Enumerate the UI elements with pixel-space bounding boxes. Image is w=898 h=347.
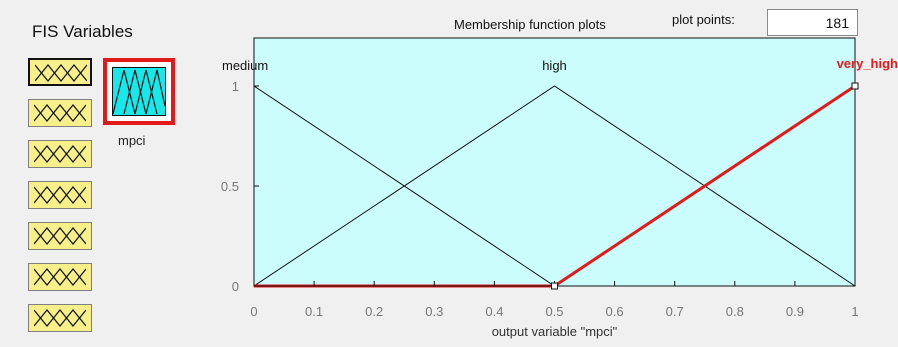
- membership-function-icon: [35, 64, 87, 82]
- membership-function-icon: [34, 186, 86, 204]
- axis-layer: 0 0.1 0.2 0.3 0.4 0.5 0.6 0.7 0.8 0.9 1 0 0.5 1 output…: [221, 37, 859, 339]
- input-variable-2-button[interactable]: [28, 99, 92, 127]
- membership-function-label-high[interactable]: high: [542, 58, 567, 73]
- input-variable-6-button[interactable]: [28, 263, 92, 291]
- y-axis-tick-label: 0.5: [221, 179, 239, 194]
- membership-function-icon: [34, 104, 86, 122]
- y-axis-tick-label: 0: [232, 279, 239, 294]
- input-variable-1-button[interactable]: [28, 58, 92, 86]
- x-axis-tick-label: 0.2: [365, 304, 383, 319]
- selected-variable-label: mpci: [118, 133, 146, 148]
- membership-functions-icon: [113, 69, 165, 115]
- membership-function-icon: [34, 145, 86, 163]
- membership-function-handle[interactable]: [551, 282, 558, 290]
- membership-function-label-medium[interactable]: medium: [222, 58, 268, 73]
- membership-function-plots-title: Membership function plots: [454, 17, 606, 32]
- membership-function-high[interactable]: [253, 85, 856, 287]
- x-axis-tick-label: 0.5: [545, 304, 563, 319]
- label-layer: medium high very_high: [222, 56, 898, 73]
- input-variable-4-button[interactable]: [28, 181, 92, 209]
- x-axis-tick-label: 0.1: [305, 304, 323, 319]
- plot-points-label: plot points:: [672, 12, 735, 27]
- input-variable-7-button[interactable]: [28, 304, 92, 332]
- x-axis-tick-label: 0.6: [606, 304, 624, 319]
- x-axis-tick-label: 0.4: [485, 304, 503, 319]
- membership-function-handle[interactable]: [851, 82, 859, 90]
- x-axis-label: output variable "mpci": [492, 324, 618, 339]
- x-axis-tick-label: 0: [250, 304, 257, 319]
- fis-variables-title: FIS Variables: [32, 22, 133, 41]
- x-axis-tick-label: 1: [851, 304, 858, 319]
- membership-function-label-very-high[interactable]: very_high: [837, 56, 898, 71]
- x-axis-tick-label: 0.3: [425, 304, 443, 319]
- membership-function-icon: [34, 227, 86, 245]
- membership-function-icon: [34, 268, 86, 286]
- output-variable-icon-container: [112, 67, 166, 116]
- plot-area: [254, 38, 855, 286]
- handle-layer: [551, 82, 859, 290]
- x-axis-tick-label: 0.7: [666, 304, 684, 319]
- plot-points-input[interactable]: [767, 9, 858, 36]
- output-variable-mpci-button[interactable]: [103, 58, 175, 125]
- membership-function-icon: [34, 309, 86, 327]
- input-variable-3-button[interactable]: [28, 140, 92, 168]
- input-variable-5-button[interactable]: [28, 222, 92, 250]
- x-axis-tick-label: 0.8: [726, 304, 744, 319]
- x-axis-tick-label: 0.9: [786, 304, 804, 319]
- y-axis-tick-label: 1: [232, 79, 239, 94]
